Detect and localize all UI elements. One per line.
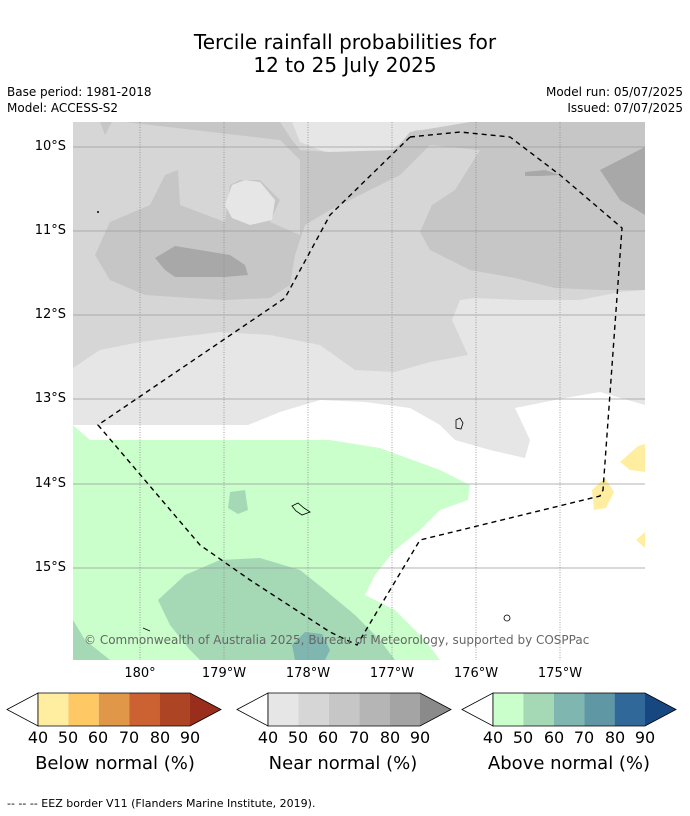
legend-near-swatch bbox=[328, 693, 360, 726]
legend-tick: 80 bbox=[149, 728, 171, 747]
lon-label-177w: 177°W bbox=[369, 666, 415, 681]
meta-right: Model run: 05/07/2025 Issued: 07/07/2025 bbox=[546, 84, 683, 116]
model-run: Model run: 05/07/2025 bbox=[545, 85, 683, 99]
lat-label-11s: 11°S bbox=[34, 223, 66, 238]
legend-above-title: Above normal (%) bbox=[487, 753, 651, 774]
title-line-2: 12 to 25 July 2025 bbox=[253, 53, 437, 77]
map-title: Tercile rainfall probabilities for 12 to… bbox=[0, 31, 690, 77]
legend-below-swatch bbox=[38, 693, 69, 726]
meta-left: Base period: 1981-2018 Model: ACCESS-S2 bbox=[7, 84, 152, 116]
legend-near-outline bbox=[267, 692, 452, 727]
legend-above-swatch bbox=[523, 693, 554, 726]
eez-border bbox=[96, 131, 623, 646]
longitude-gridlines bbox=[139, 122, 561, 660]
legend-near-min-arrow bbox=[236, 692, 269, 727]
map-plot-area bbox=[73, 122, 645, 660]
legend-colorbars bbox=[6, 692, 677, 727]
legend-below-swatch bbox=[129, 693, 160, 726]
near-normal-light-patch bbox=[225, 180, 275, 225]
legend-near-swatch bbox=[389, 693, 420, 726]
near-normal-70-region bbox=[155, 147, 645, 277]
lon-label-180: 180° bbox=[124, 666, 156, 681]
legend-above-outline bbox=[492, 692, 677, 727]
legend-below-swatch bbox=[98, 693, 130, 726]
legend-tick: 70 bbox=[573, 728, 595, 747]
issued-date: Issued: 07/07/2025 bbox=[567, 101, 683, 115]
lat-label-13s: 13°S bbox=[34, 391, 66, 406]
legend-below-max-arrow bbox=[190, 693, 221, 726]
legend-above-swatch bbox=[614, 693, 645, 726]
lon-label-175w: 175°W bbox=[537, 666, 583, 681]
legend-below-title: Below normal (%) bbox=[35, 753, 195, 774]
legend-tick: 40 bbox=[27, 728, 49, 747]
legend-above-min-arrow bbox=[461, 692, 494, 727]
legend-near-swatch bbox=[268, 693, 299, 726]
legend-near-title: Near normal (%) bbox=[268, 753, 418, 774]
legend-above-swatch bbox=[584, 693, 615, 726]
legend-tick: 50 bbox=[57, 728, 79, 747]
legend-tick: 60 bbox=[87, 728, 109, 747]
legend-tick: 70 bbox=[348, 728, 370, 747]
lat-label-14s: 14°S bbox=[34, 476, 66, 491]
legend-tick: 50 bbox=[287, 728, 309, 747]
island-outlines bbox=[142, 417, 511, 632]
latitude-gridlines bbox=[73, 146, 645, 569]
above-normal-60-region bbox=[292, 632, 330, 660]
legend-tick: 80 bbox=[379, 728, 401, 747]
legend-above-swatch bbox=[493, 693, 524, 726]
legend-near-swatch bbox=[298, 693, 329, 726]
eez-footnote: -- -- -- EEZ border V11 (Flanders Marine… bbox=[7, 797, 316, 810]
legend-tick: 80 bbox=[604, 728, 626, 747]
legend-above-max-arrow bbox=[645, 693, 676, 726]
base-period: Base period: 1981-2018 bbox=[7, 85, 152, 99]
title-line-1: Tercile rainfall probabilities for bbox=[193, 30, 497, 54]
small-island-marker bbox=[97, 211, 99, 213]
legend-tick: 40 bbox=[257, 728, 279, 747]
legend-below-min-arrow bbox=[6, 692, 39, 727]
above-normal-50-region bbox=[73, 490, 395, 660]
model-name: Model: ACCESS-S2 bbox=[7, 101, 119, 115]
lat-label-12s: 12°S bbox=[34, 307, 66, 322]
legend-below-swatch bbox=[159, 693, 190, 726]
legend-below-outline bbox=[37, 692, 222, 727]
lon-label-178w: 178°W bbox=[285, 666, 331, 681]
legend-near-swatch bbox=[359, 693, 390, 726]
below-normal-40-region bbox=[592, 444, 645, 548]
lon-label-179w: 179°W bbox=[201, 666, 247, 681]
legend-near-max-arrow bbox=[420, 693, 451, 726]
lon-label-176w: 176°W bbox=[453, 666, 499, 681]
legend-tick: 90 bbox=[634, 728, 656, 747]
legend-tick: 60 bbox=[543, 728, 565, 747]
lat-label-10s: 10°S bbox=[34, 139, 66, 154]
legend-tick: 70 bbox=[118, 728, 140, 747]
legend-tick: 40 bbox=[482, 728, 504, 747]
copyright-notice: © Commonwealth of Australia 2025, Bureau… bbox=[84, 633, 590, 647]
legend-tick: 90 bbox=[409, 728, 431, 747]
lat-label-15s: 15°S bbox=[34, 560, 66, 575]
legend-tick: 90 bbox=[179, 728, 201, 747]
legend-above-swatch bbox=[553, 693, 585, 726]
legend-tick: 60 bbox=[317, 728, 339, 747]
legend-tick: 50 bbox=[512, 728, 534, 747]
legend-below-swatch bbox=[68, 693, 99, 726]
near-normal-60-region bbox=[95, 122, 645, 300]
